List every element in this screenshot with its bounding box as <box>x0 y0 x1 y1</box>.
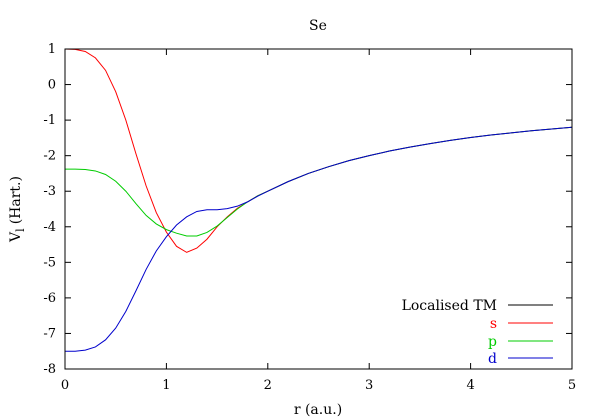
axis-tick-labels: 0 1 2 3 4 5 -8 -7 -6 -5 -4 -3 -2 -1 0 1 <box>43 42 576 393</box>
x-tick-label: 0 <box>61 378 69 393</box>
y-tick-label: 1 <box>48 42 56 57</box>
legend-label-p: p <box>488 334 497 350</box>
x-tick-label: 5 <box>568 378 576 393</box>
y-tick-label: -7 <box>43 326 56 341</box>
x-tick-label: 1 <box>162 378 170 393</box>
x-tick-label: 4 <box>466 378 474 393</box>
y-axis-title: Vl (Hart.) <box>8 176 27 243</box>
y-tick-label: -1 <box>43 113 56 128</box>
legend-label-d: d <box>488 351 497 367</box>
y-tick-label: -4 <box>43 220 56 235</box>
y-axis-title-unit: (Hart.) <box>8 176 24 224</box>
series-line-p <box>65 126 573 237</box>
series-line-s <box>64 48 573 253</box>
y-tick-label: -5 <box>43 255 56 270</box>
x-tick-label: 3 <box>365 378 373 393</box>
y-tick-label: -2 <box>43 149 56 164</box>
legend-label-s: s <box>490 316 497 332</box>
chart-title: Se <box>309 18 327 34</box>
series-group <box>64 48 573 352</box>
y-tick-label: 0 <box>48 78 56 93</box>
y-axis-title-main: V <box>8 231 24 243</box>
plot-frame <box>64 48 573 370</box>
svg-text:Vl(Hart.): Vl (Hart.) <box>8 176 27 243</box>
legend: Localised TM spd <box>402 298 553 367</box>
x-tick-label: 2 <box>264 378 272 393</box>
y-axis-title-subscript: l <box>14 228 27 232</box>
x-axis-title: r (a.u.) <box>294 402 342 418</box>
legend-title: Localised TM <box>402 298 497 314</box>
series-line-d <box>65 126 573 352</box>
y-tick-label: -6 <box>43 291 56 306</box>
y-tick-label: -8 <box>43 362 56 377</box>
y-tick-label: -3 <box>43 184 56 199</box>
